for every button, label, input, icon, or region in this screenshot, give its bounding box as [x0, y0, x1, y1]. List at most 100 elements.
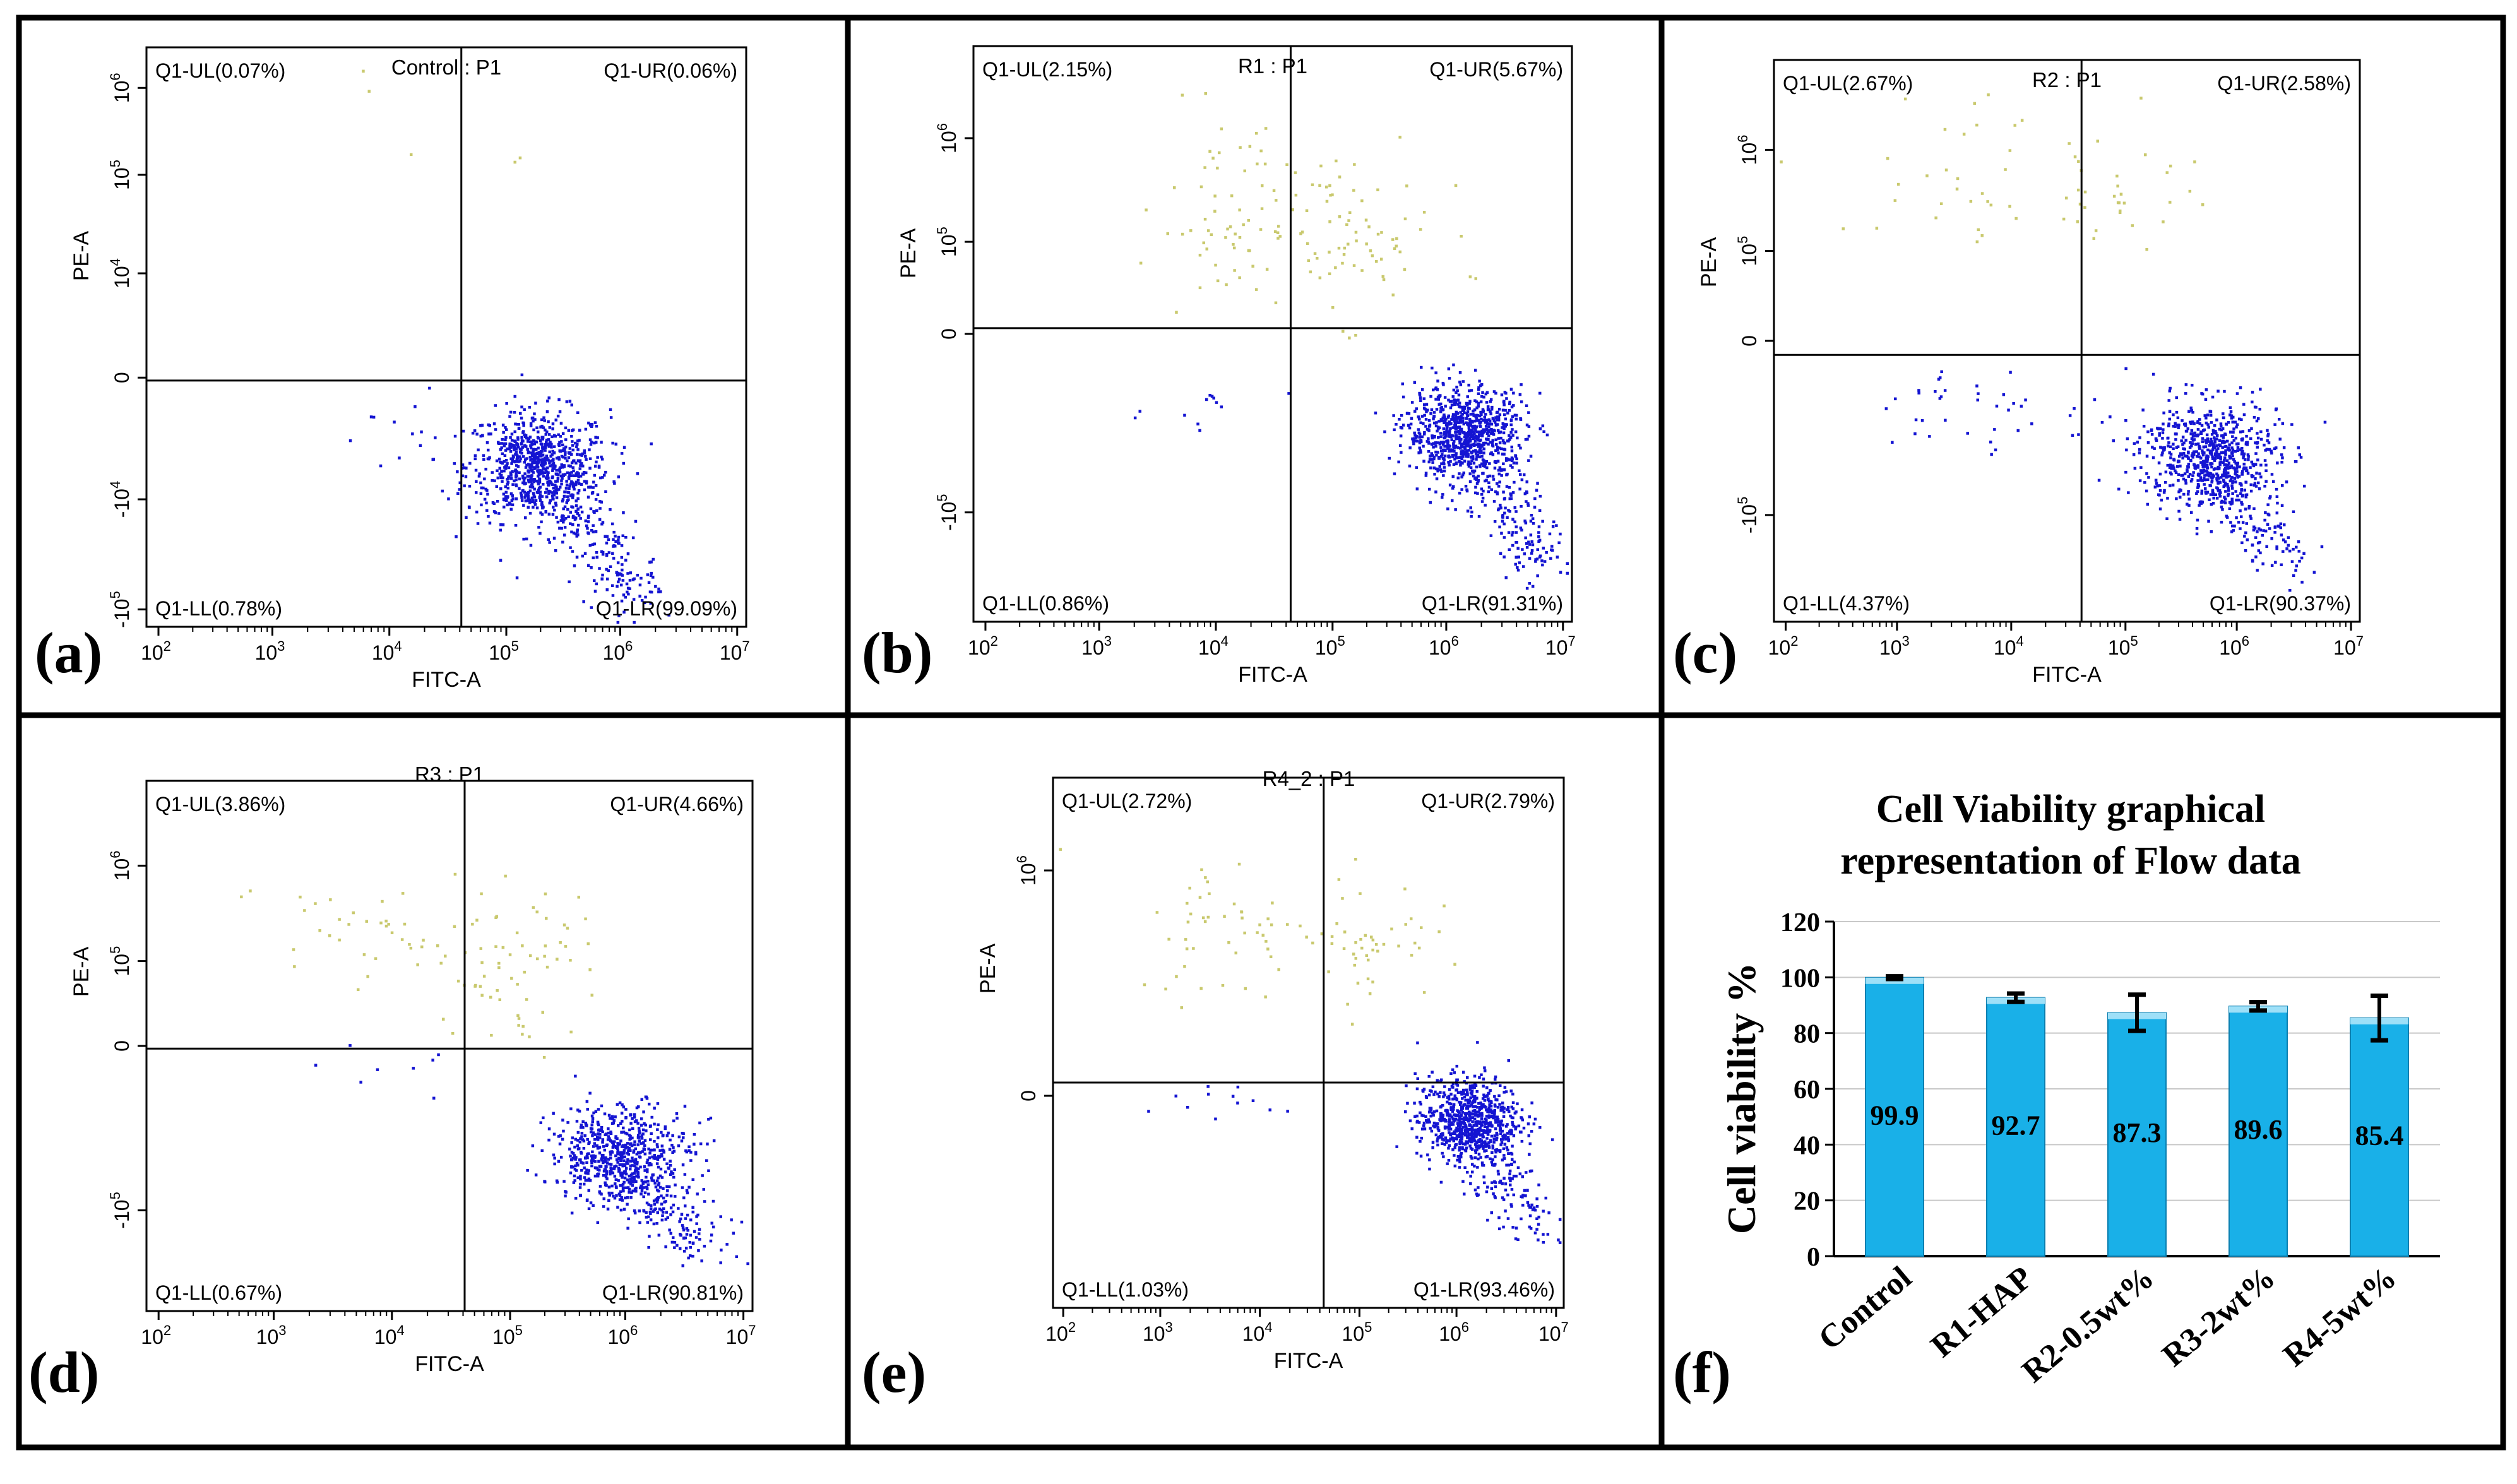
event-dot [1494, 416, 1497, 419]
event-dot [2266, 523, 2270, 526]
event-dot [605, 1170, 609, 1173]
event-dot [696, 1213, 699, 1217]
event-dot [1415, 1136, 1419, 1139]
event-dot [1514, 555, 1518, 559]
event-dot [511, 443, 515, 447]
event-dot [1204, 876, 1207, 879]
event-dot [622, 1149, 626, 1152]
event-dot [590, 1161, 593, 1164]
event-dot [534, 1173, 538, 1177]
event-dot [1458, 472, 1461, 475]
event-dot [581, 1161, 585, 1165]
event-dot [2292, 547, 2295, 551]
event-dot [525, 457, 528, 460]
event-dot [544, 944, 547, 947]
event-dot [1530, 1101, 1533, 1105]
event-dot [621, 1156, 624, 1159]
event-dot [1501, 1124, 1504, 1127]
event-dot [1422, 1124, 1425, 1127]
event-dot [1516, 566, 1519, 569]
event-dot [612, 557, 616, 560]
event-dot [1238, 208, 1241, 211]
event-dot [1203, 920, 1207, 923]
event-dot [1493, 1103, 1497, 1107]
event-dot [1477, 478, 1480, 482]
event-dot [667, 1185, 671, 1189]
event-dot [557, 444, 561, 447]
event-dot [2211, 473, 2215, 477]
event-dot [1418, 391, 1421, 395]
event-dot [2210, 421, 2213, 424]
event-dot [1550, 548, 1553, 552]
event-dot [2320, 545, 2324, 549]
event-dot [473, 457, 477, 461]
event-dot [1521, 548, 1524, 551]
event-dot [593, 421, 597, 424]
event-dot [640, 1192, 643, 1196]
event-dot [556, 958, 559, 961]
event-dot [1299, 232, 1302, 235]
event-dot [1473, 1108, 1477, 1112]
event-dot [1495, 442, 1498, 446]
event-dot [1403, 217, 1407, 220]
event-dot [329, 898, 332, 901]
event-dot [2217, 482, 2220, 485]
event-dot [1417, 428, 1420, 431]
event-dot [1493, 1134, 1497, 1137]
event-dot [1480, 493, 1484, 496]
event-dot [2236, 461, 2239, 465]
event-dot [1437, 427, 1440, 430]
event-dot [1508, 402, 1511, 405]
tick-base: 10 [937, 234, 960, 257]
event-dot [2235, 498, 2238, 502]
event-dot [2240, 502, 2244, 506]
event-dot [1496, 415, 1499, 418]
event-dot [2269, 495, 2272, 498]
event-dot [1417, 946, 1421, 950]
event-dot [544, 467, 547, 470]
event-dot [568, 452, 571, 455]
event-dot [1422, 460, 1425, 463]
event-dot [2189, 441, 2192, 444]
event-dot [1423, 403, 1426, 407]
event-dot [2170, 467, 2173, 470]
event-dot [2094, 229, 2098, 232]
event-dot [1412, 442, 1415, 446]
event-dot [1431, 1111, 1434, 1115]
event-dot [583, 1166, 586, 1170]
event-dot [510, 499, 514, 502]
event-dot [2252, 484, 2256, 487]
event-dot [575, 445, 578, 448]
event-dot [1422, 422, 1425, 425]
event-dot [595, 460, 598, 464]
event-dot [1536, 574, 1539, 578]
event-dot [626, 1196, 629, 1199]
event-dot [593, 1142, 597, 1145]
event-dot [1448, 449, 1451, 453]
event-dot [571, 485, 575, 488]
event-dot [735, 1255, 738, 1259]
event-dot [1512, 391, 1515, 395]
event-dot [1354, 334, 1357, 337]
event-dot [1471, 1105, 1475, 1108]
event-dot [1415, 1114, 1419, 1118]
event-dot [1143, 983, 1146, 987]
event-dot [1509, 494, 1513, 497]
event-dot [1502, 1091, 1506, 1094]
event-dot [1502, 427, 1506, 430]
event-dot [249, 889, 252, 893]
event-dot [1494, 490, 1497, 494]
event-dot [648, 561, 652, 564]
event-dot [533, 501, 537, 504]
event-dot [2191, 442, 2194, 445]
event-dot [604, 1181, 607, 1185]
y-tick-label: 105 [107, 160, 133, 190]
event-dot [625, 1132, 629, 1136]
event-dot [2177, 460, 2181, 463]
event-dot [615, 1194, 618, 1197]
event-dot [624, 595, 627, 599]
event-dot [2234, 470, 2237, 473]
event-dot [1520, 528, 1523, 531]
event-dot [1491, 405, 1494, 409]
event-dot [1480, 383, 1484, 386]
